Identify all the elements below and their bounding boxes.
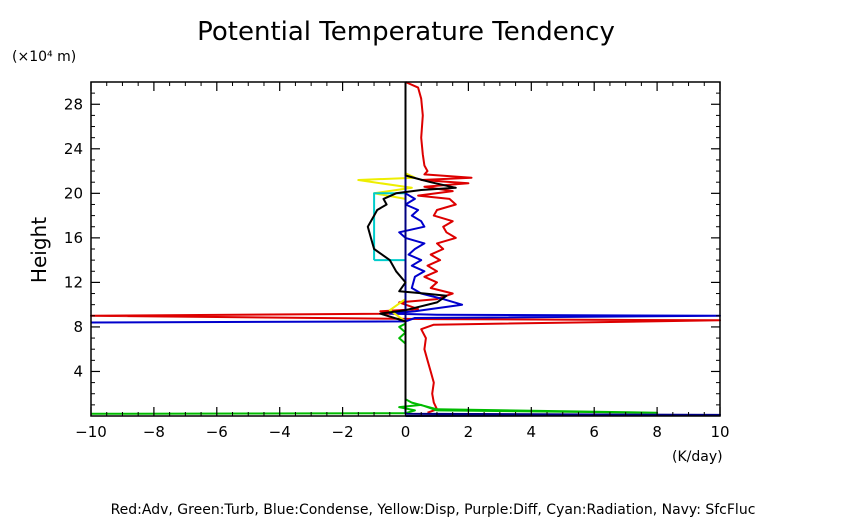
series-condense-line [90, 82, 721, 324]
x-tick-label: −6 [206, 423, 228, 441]
series-radiation-line [373, 192, 407, 262]
x-unit-label: (K/day) [672, 449, 723, 465]
series-turb-line [90, 82, 659, 415]
y-axis-label: Height [27, 217, 51, 283]
x-tick-label: −4 [269, 423, 291, 441]
y-unit-label: (×10⁴ m) [12, 49, 76, 65]
x-tick-label: 10 [710, 423, 729, 441]
series-sfcfluc-line [404, 82, 721, 417]
y-tick-label: 12 [64, 273, 83, 291]
legend-text: Red:Adv, Green:Turb, Blue:Condense, Yell… [111, 502, 756, 518]
x-tick-label: 8 [652, 423, 662, 441]
x-tick-label: −8 [143, 423, 165, 441]
series-total-line [366, 82, 457, 411]
chart-title: Potential Temperature Tendency [197, 17, 615, 47]
y-tick-label: 16 [64, 229, 83, 247]
x-tick-label: 4 [527, 423, 537, 441]
y-tick-label: 24 [64, 140, 83, 158]
y-tick-label: 8 [73, 318, 83, 336]
x-tick-label: −10 [75, 423, 107, 441]
y-tick-label: 4 [73, 362, 83, 380]
x-tick-label: 2 [464, 423, 474, 441]
x-tick-label: −2 [332, 423, 354, 441]
x-tick-label: 0 [401, 423, 411, 441]
series-adv-line [90, 81, 721, 414]
y-tick-label: 28 [64, 95, 83, 113]
y-tick-label: 20 [64, 184, 83, 202]
x-tick-label: 6 [589, 423, 599, 441]
